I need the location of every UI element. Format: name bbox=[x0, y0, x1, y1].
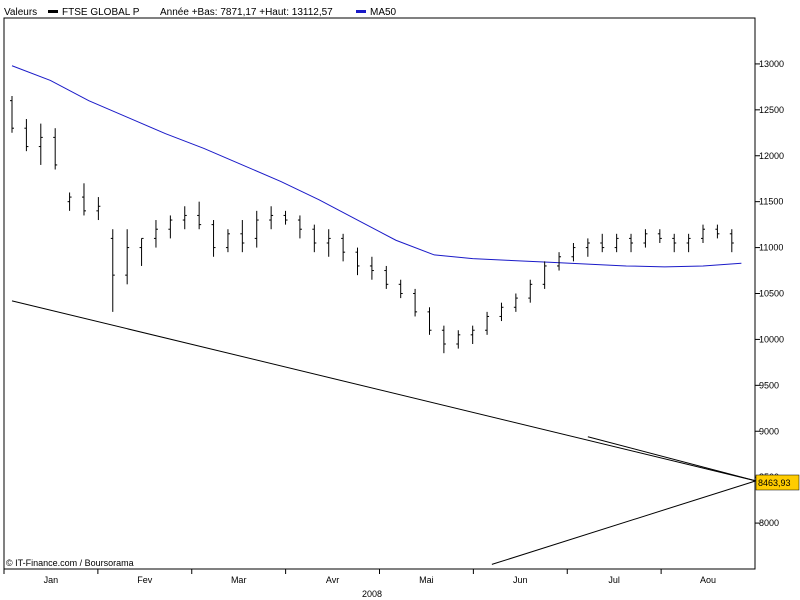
last-value-text: 8463,93 bbox=[758, 478, 791, 488]
ohlc-bar bbox=[24, 119, 29, 152]
ohlc-bar bbox=[139, 237, 144, 266]
ohlc-bar bbox=[211, 220, 216, 257]
x-tick-label: Fev bbox=[137, 575, 153, 585]
y-tick-label: 10500 bbox=[759, 289, 784, 299]
ohlc-bar bbox=[542, 261, 547, 289]
x-tick-label: Jan bbox=[44, 575, 59, 585]
ohlc-bar bbox=[600, 233, 605, 253]
x-tick-label: Jun bbox=[513, 575, 528, 585]
ohlc-bar bbox=[326, 229, 331, 257]
y-tick-label: 11500 bbox=[759, 197, 783, 207]
ohlc-bar bbox=[283, 210, 288, 225]
ohlc-bar bbox=[153, 220, 158, 248]
trendline bbox=[587, 436, 756, 482]
ohlc-bar bbox=[81, 183, 86, 216]
x-tick-label: Avr bbox=[326, 575, 339, 585]
ohlc-bar bbox=[672, 233, 677, 253]
last-value-marker: 8463,93 bbox=[755, 474, 800, 491]
ohlc-bars-layer bbox=[10, 96, 734, 354]
ohlc-bar bbox=[240, 220, 245, 253]
ohlc-bar bbox=[585, 238, 590, 257]
x-tick-label: Mai bbox=[419, 575, 434, 585]
y-tick-label: 8000 bbox=[759, 518, 779, 528]
ohlc-bar bbox=[182, 206, 187, 230]
ohlc-bar bbox=[470, 325, 475, 345]
x-year-label: 2008 bbox=[362, 589, 382, 599]
legend-valeurs: Valeurs bbox=[4, 7, 37, 18]
ohlc-bar bbox=[110, 229, 115, 312]
ohlc-bar bbox=[297, 215, 302, 239]
ohlc-bar bbox=[67, 192, 72, 211]
legend-series-swatch bbox=[48, 10, 58, 13]
x-tick-label: Jul bbox=[608, 575, 620, 585]
ma50-line bbox=[11, 65, 742, 268]
ma50-layer bbox=[11, 65, 742, 268]
ohlc-bar bbox=[701, 224, 706, 243]
ohlc-bar bbox=[168, 215, 173, 239]
ohlc-bar bbox=[715, 224, 720, 239]
ohlc-bar bbox=[441, 325, 446, 354]
legend-bar: Valeurs FTSE GLOBAL P Année +Bas: 7871,1… bbox=[4, 7, 397, 18]
ohlc-bar bbox=[729, 229, 734, 253]
y-tick-label: 13000 bbox=[759, 59, 784, 69]
ohlc-bar bbox=[643, 229, 648, 248]
y-tick-label: 9500 bbox=[759, 380, 779, 390]
ohlc-bar bbox=[369, 256, 374, 280]
y-tick-label: 11000 bbox=[759, 243, 783, 253]
ohlc-bar bbox=[125, 229, 130, 285]
ohlc-bar bbox=[557, 252, 562, 271]
trendline-layer bbox=[11, 300, 756, 565]
ohlc-bar bbox=[269, 206, 274, 230]
y-tick-label: 12000 bbox=[759, 151, 784, 161]
ohlc-bar bbox=[413, 288, 418, 317]
x-tick-label: Aou bbox=[700, 575, 716, 585]
ohlc-bar bbox=[456, 330, 461, 349]
ohlc-bar bbox=[312, 224, 317, 253]
y-tick-label: 9000 bbox=[759, 426, 779, 436]
ohlc-bar bbox=[629, 233, 634, 253]
ohlc-bar bbox=[513, 293, 518, 312]
ohlc-bar bbox=[96, 197, 101, 221]
ohlc-bar bbox=[571, 242, 576, 262]
legend-ma-name: MA50 bbox=[370, 7, 397, 18]
ohlc-bar bbox=[686, 233, 691, 253]
x-axis: Jan Fev Mar Avr Mai Jun Jul Aou bbox=[3, 569, 716, 585]
ohlc-bar bbox=[528, 279, 533, 303]
y-tick-label: 12500 bbox=[759, 105, 784, 115]
ohlc-bar bbox=[657, 229, 662, 243]
credit-text: © IT-Finance.com / Boursorama bbox=[6, 558, 134, 568]
ohlc-bar bbox=[355, 247, 360, 276]
ohlc-bar bbox=[384, 265, 389, 289]
ohlc-bar bbox=[225, 229, 230, 253]
ohlc-bar bbox=[254, 210, 259, 248]
ohlc-bar bbox=[10, 96, 14, 133]
ohlc-bar bbox=[427, 307, 432, 335]
ohlc-bar bbox=[341, 233, 346, 262]
ohlc-bar bbox=[614, 233, 619, 253]
ohlc-bar bbox=[485, 311, 490, 335]
last-value-box bbox=[755, 474, 800, 491]
legend-year-stats: Année +Bas: 7871,17 +Haut: 13112,57 bbox=[160, 7, 333, 18]
y-tick-label: 10000 bbox=[759, 334, 784, 344]
x-tick-label: Mar bbox=[231, 575, 247, 585]
legend-ma-swatch bbox=[356, 10, 366, 13]
ohlc-bar bbox=[398, 279, 403, 299]
ohlc-bar bbox=[53, 128, 58, 170]
trendline bbox=[11, 300, 756, 482]
ohlc-bar bbox=[38, 123, 43, 165]
trendline bbox=[491, 480, 756, 565]
ohlc-bar bbox=[197, 201, 202, 230]
ohlc-bar bbox=[499, 302, 504, 322]
legend-series-name: FTSE GLOBAL P bbox=[62, 7, 140, 18]
